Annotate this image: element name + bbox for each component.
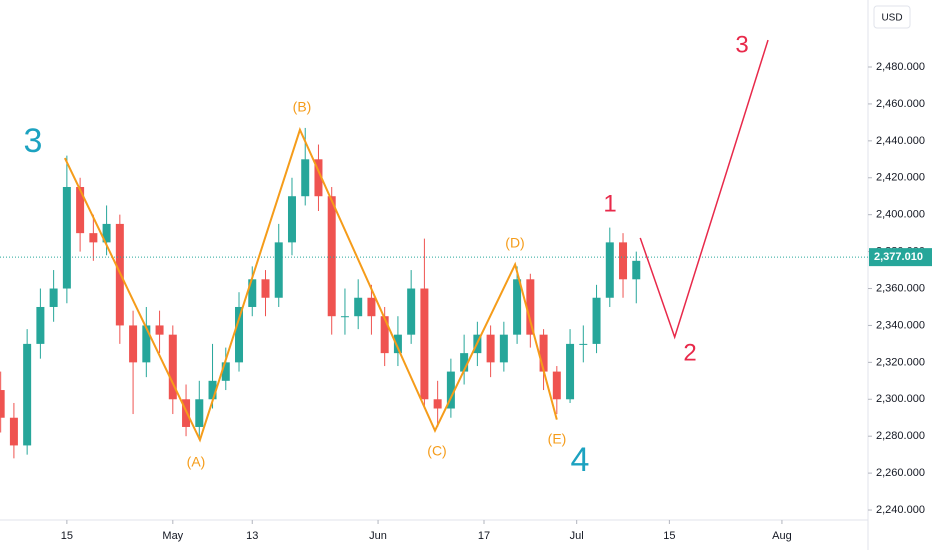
wave-label: (B): [293, 99, 312, 115]
candle-body: [261, 279, 270, 298]
candle-body: [632, 260, 641, 280]
x-tick-label: 15: [663, 530, 675, 542]
candle-body: [142, 325, 151, 363]
y-tick-label: 2,480.000: [876, 61, 925, 73]
candle-body: [499, 334, 508, 363]
y-tick-label: 2,280.000: [876, 430, 925, 442]
y-tick-label: 2,340.000: [876, 319, 925, 331]
candle-body: [221, 362, 230, 381]
candle-body: [195, 399, 204, 427]
projection-line: [639, 39, 769, 340]
candle-body: [380, 316, 389, 354]
candle-body: [605, 242, 614, 298]
x-tick-label: Aug: [772, 530, 792, 542]
candle-body: [446, 371, 455, 409]
currency-button[interactable]: [873, 5, 911, 29]
candle-body: [592, 297, 601, 344]
candle-body: [407, 288, 416, 335]
candle-body: [274, 242, 283, 298]
currency[interactable]: USD: [881, 13, 902, 24]
candle-body: [526, 279, 535, 335]
candle-body: [539, 334, 548, 372]
wave-label: 3: [735, 31, 748, 58]
candle-body: [102, 223, 111, 243]
candle-body: [354, 297, 363, 317]
wave-label: 2: [683, 339, 696, 366]
candle-body: [579, 343, 588, 345]
candle-body: [36, 306, 45, 344]
y-tick-label: 2,440.000: [876, 135, 925, 147]
y-tick-label: 2,460.000: [876, 98, 925, 110]
x-tick-label: May: [162, 530, 183, 542]
wave-label: (E): [548, 431, 567, 447]
candle-body: [513, 279, 522, 335]
candle-body: [314, 159, 323, 197]
candle-body: [49, 288, 58, 307]
wave-label: (D): [505, 235, 524, 251]
candle-body: [340, 316, 349, 318]
candle-body: [327, 196, 336, 317]
x-tick-label: Jun: [369, 530, 387, 542]
candle-body: [23, 343, 32, 446]
y-tick-label: 2,260.000: [876, 467, 925, 479]
candle-body: [287, 196, 296, 243]
candle-body: [89, 233, 98, 243]
candle-body: [367, 297, 376, 317]
wave-label: (A): [187, 454, 206, 470]
candle-body: [235, 306, 244, 363]
candle-body: [76, 186, 85, 234]
x-tick-label: 17: [478, 530, 490, 542]
y-tick-label: 2,300.000: [876, 393, 925, 405]
candle-body: [155, 325, 164, 335]
candle-body: [566, 343, 575, 400]
candle-body: [62, 186, 71, 289]
candle-body: [420, 288, 429, 400]
candle-body: [248, 279, 257, 307]
y-tick-label: 2,320.000: [876, 356, 925, 368]
y-tick-label: 2,240.000: [876, 504, 925, 516]
candle-body: [619, 242, 628, 280]
x-tick-label: 13: [246, 530, 258, 542]
y-tick-label: 2,360.000: [876, 282, 925, 294]
x-tick-label: 15: [61, 530, 73, 542]
candle-body: [301, 159, 310, 197]
candle-body: [168, 334, 177, 400]
candle-body: [486, 334, 495, 363]
candle-body: [552, 371, 561, 400]
x-tick-label: Jul: [570, 530, 584, 542]
candle-body: [0, 390, 5, 418]
candle-body: [393, 334, 402, 354]
wave-label: 1: [603, 190, 616, 217]
wave-line: [63, 126, 558, 443]
wave-label: 3: [24, 122, 43, 160]
candle-body: [129, 325, 138, 363]
candle-body: [208, 380, 217, 400]
last-price-box: [869, 248, 932, 267]
y-tick-label: 2,400.000: [876, 209, 925, 221]
candle-body: [433, 399, 442, 409]
wave-label: (C): [427, 443, 446, 459]
wave-label: 4: [571, 441, 590, 479]
y-tick-label: 2,420.000: [876, 172, 925, 184]
candle-body: [460, 353, 469, 372]
candle-body: [9, 417, 18, 446]
last-price-label: 2,377.010: [874, 251, 923, 263]
